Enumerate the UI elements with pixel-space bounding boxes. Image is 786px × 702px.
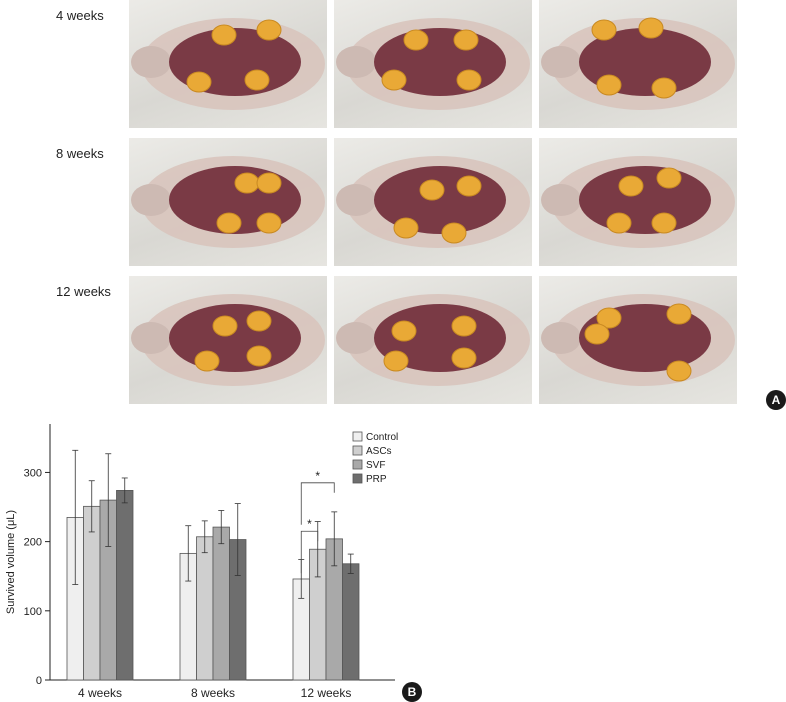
fat-graft-shape <box>216 212 242 234</box>
fat-graft-shape <box>244 69 270 91</box>
y-axis-label: Survived volume (μL) <box>5 510 17 614</box>
y-tick-label: 300 <box>24 467 42 479</box>
fat-graft-shape <box>651 77 677 99</box>
specimen-illustration <box>336 294 530 386</box>
specimen-photo <box>539 0 737 128</box>
fat-graft-shape <box>246 345 272 367</box>
tissue-shape <box>374 166 506 234</box>
y-tick-label: 0 <box>36 675 42 687</box>
specimen-photo <box>539 276 737 404</box>
specimen-photo <box>334 138 532 266</box>
specimen-photo <box>334 276 532 404</box>
bar-chart: 0 100 200 300 Survived volume (μL) 4 weeks 8 w… <box>5 424 398 700</box>
legend-swatch <box>352 473 363 484</box>
significance-marker: * <box>315 469 320 483</box>
legend-swatch <box>352 459 363 470</box>
fat-graft-shape <box>441 222 467 244</box>
head-shape <box>541 322 581 354</box>
fat-graft-shape <box>194 350 220 372</box>
fat-graft-shape <box>456 69 482 91</box>
fat-graft-shape <box>651 212 677 234</box>
fat-graft-shape <box>256 172 282 194</box>
bar <box>83 505 101 681</box>
fat-graft-shape <box>186 71 212 93</box>
specimen-illustration <box>336 18 530 110</box>
y-tick-label: 100 <box>24 606 42 618</box>
fat-graft-shape <box>451 315 477 337</box>
specimen-illustration <box>541 156 735 248</box>
fat-graft-shape <box>212 315 238 337</box>
legend-label: Control <box>366 432 398 443</box>
fat-graft-shape <box>419 179 445 201</box>
x-tick-label: 12 weeks <box>301 686 352 700</box>
specimen-illustration <box>131 18 325 110</box>
specimen-illustration <box>131 294 325 386</box>
bar <box>116 490 134 681</box>
head-shape <box>336 46 376 78</box>
specimen-illustration <box>131 156 325 248</box>
fat-graft-shape <box>403 29 429 51</box>
fat-graft-shape <box>256 19 282 41</box>
fat-graft-shape <box>381 69 407 91</box>
x-tick-label: 4 weeks <box>78 686 122 700</box>
fat-graft-shape <box>618 175 644 197</box>
specimen-illustration <box>541 17 735 110</box>
legend-label: PRP <box>366 474 387 485</box>
head-shape <box>131 46 171 78</box>
fat-graft-shape <box>256 212 282 234</box>
row-label-8-weeks: 8 weeks <box>56 146 104 161</box>
head-shape <box>541 46 581 78</box>
significance-bracket <box>300 482 335 525</box>
fat-graft-shape <box>393 217 419 239</box>
panel-badge-a: A <box>766 390 786 410</box>
head-shape <box>131 322 171 354</box>
fat-graft-shape <box>453 29 479 51</box>
head-shape <box>336 184 376 216</box>
y-tick-label: 200 <box>24 537 42 549</box>
fat-graft-shape <box>451 347 477 369</box>
fat-graft-shape <box>638 17 664 39</box>
fat-graft-shape <box>391 320 417 342</box>
specimen-photo <box>129 0 327 128</box>
row-label-4-weeks: 4 weeks <box>56 8 104 23</box>
row-label-12-weeks: 12 weeks <box>56 284 111 299</box>
bar <box>196 536 214 681</box>
legend-swatch <box>352 431 363 442</box>
fat-graft-shape <box>596 307 622 329</box>
legend-swatch <box>352 445 363 456</box>
fat-graft-shape <box>211 24 237 46</box>
fat-graft-shape <box>606 212 632 234</box>
head-shape <box>541 184 581 216</box>
bar <box>342 563 360 681</box>
head-shape <box>131 184 171 216</box>
legend-label: SVF <box>366 460 385 471</box>
specimen-illustration <box>336 156 530 248</box>
fat-graft-shape <box>246 310 272 332</box>
specimen-photo <box>334 0 532 128</box>
legend-label: ASCs <box>366 446 392 457</box>
fat-graft-shape <box>666 303 692 325</box>
fat-graft-shape <box>596 74 622 96</box>
panel-badge-b: B <box>402 682 422 702</box>
tissue-shape <box>579 166 711 234</box>
tissue-shape <box>169 304 301 372</box>
fat-graft-shape <box>383 350 409 372</box>
fat-graft-shape <box>656 167 682 189</box>
specimen-photo <box>129 276 327 404</box>
fat-graft-shape <box>456 175 482 197</box>
fat-graft-shape <box>666 360 692 382</box>
x-tick-label: 8 weeks <box>191 686 235 700</box>
specimen-photo <box>129 138 327 266</box>
specimen-illustration <box>541 294 735 386</box>
significance-bracket <box>300 530 319 574</box>
fat-graft-shape <box>584 323 610 345</box>
significance-marker: * <box>307 517 312 531</box>
fat-graft-shape <box>234 172 260 194</box>
head-shape <box>336 322 376 354</box>
fat-graft-shape <box>591 19 617 41</box>
specimen-photo <box>539 138 737 266</box>
bar <box>212 526 230 681</box>
